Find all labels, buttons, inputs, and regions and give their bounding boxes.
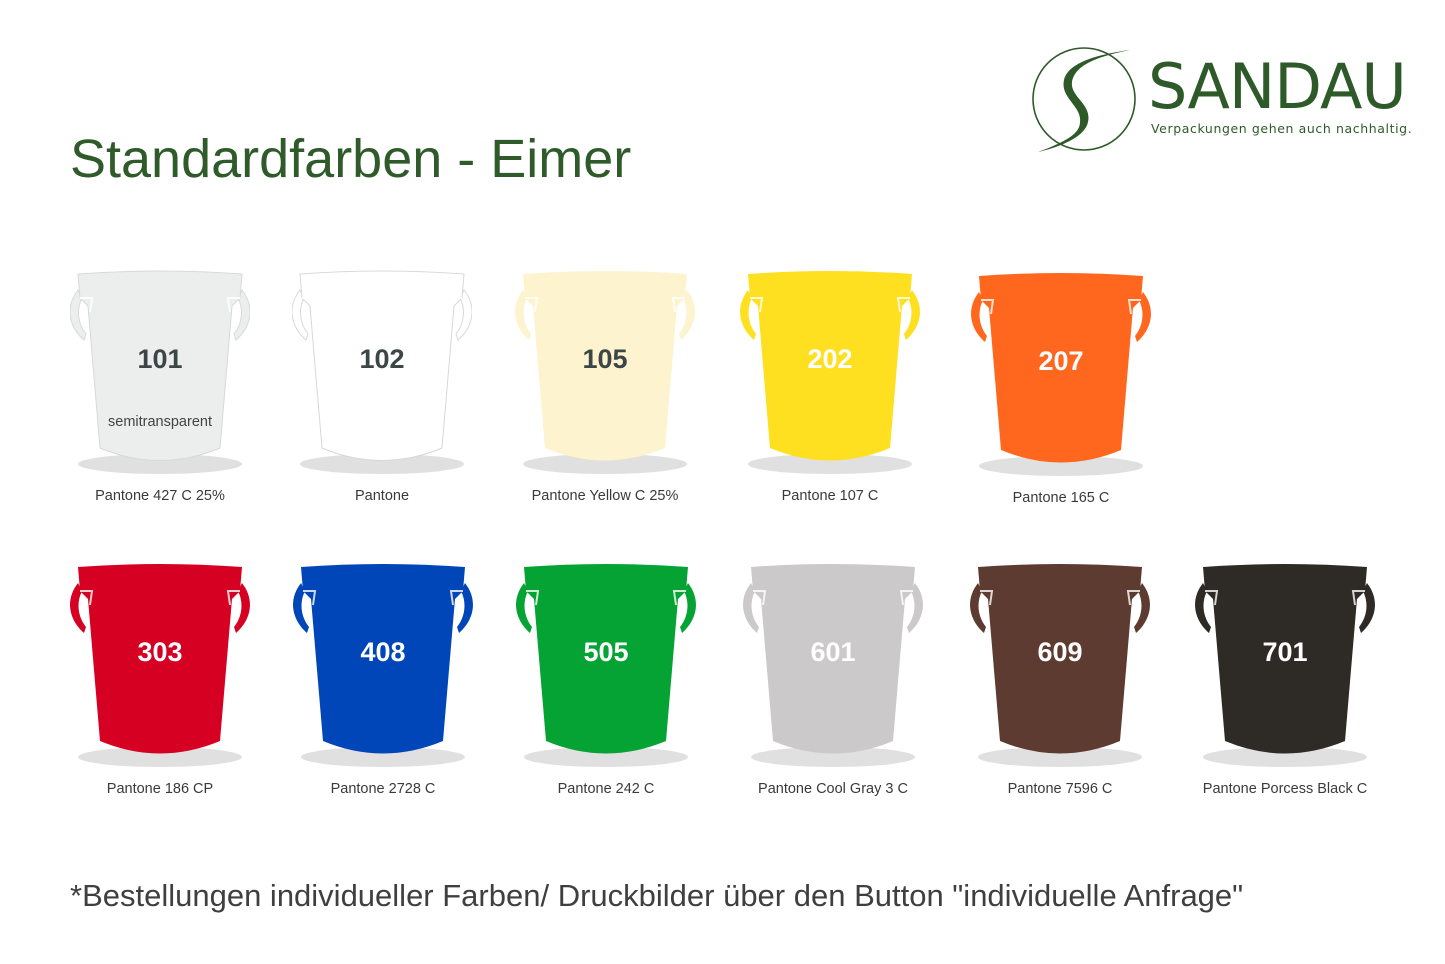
bucket-609: 609 Pantone 7596 C xyxy=(970,561,1160,811)
pantone-label: Pantone 242 C xyxy=(557,781,655,797)
bucket-shadow xyxy=(78,747,242,767)
bucket-408: 408 Pantone 2728 C xyxy=(293,561,483,811)
handle-right xyxy=(234,583,250,633)
bucket-101: 101 semitransparent Pantone 427 C 25% xyxy=(70,268,260,518)
bucket-701: 701 Pantone Porcess Black C xyxy=(1195,561,1385,811)
handle-right xyxy=(904,290,920,340)
bucket-icon xyxy=(971,273,1151,476)
bucket-202: 202 Pantone 107 C xyxy=(740,268,930,518)
handle-left xyxy=(1195,583,1211,633)
pantone-label: Pantone 165 C xyxy=(1012,490,1110,506)
handle-left xyxy=(516,583,532,633)
color-code: 105 xyxy=(582,344,628,374)
bucket-505: 505 Pantone 242 C xyxy=(516,561,706,811)
bucket-icon xyxy=(516,564,696,767)
pantone-label: Pantone xyxy=(354,488,410,504)
bucket-body xyxy=(301,564,465,754)
bucket-body xyxy=(299,270,465,461)
handle-left xyxy=(70,289,87,341)
handle-left xyxy=(743,583,759,633)
bucket-icon xyxy=(743,564,923,767)
color-code: 408 xyxy=(360,637,406,667)
footer-note: *Bestellungen individueller Farben/ Druc… xyxy=(70,878,1244,913)
bucket-icon xyxy=(1195,564,1375,767)
bucket-icon xyxy=(70,270,250,474)
handle-left xyxy=(971,292,987,342)
pantone-label: Pantone 7596 C xyxy=(1007,781,1113,797)
page-title: Standardfarben - Eimer xyxy=(70,129,632,189)
color-code: 609 xyxy=(1037,637,1083,667)
bucket-body xyxy=(748,271,912,461)
bucket-icon xyxy=(292,270,472,474)
bucket-601: 601 Pantone Cool Gray 3 C xyxy=(743,561,933,811)
bucket-shadow xyxy=(78,454,242,474)
pantone-label: Pantone 2728 C xyxy=(330,781,436,797)
pantone-label: Pantone Porcess Black C xyxy=(1202,781,1368,797)
bucket-102: 102 Pantone xyxy=(292,268,482,518)
pantone-label: Pantone Cool Gray 3 C xyxy=(758,781,908,797)
handle-right xyxy=(1135,292,1151,342)
bucket-body xyxy=(978,564,1142,754)
color-note: semitransparent xyxy=(108,414,212,430)
bucket-icon xyxy=(740,271,920,474)
bucket-303: 303 Pantone 186 CP xyxy=(70,561,260,811)
pantone-label: Pantone Yellow C 25% xyxy=(531,488,679,504)
color-code: 701 xyxy=(1262,637,1308,667)
bucket-shadow xyxy=(748,454,912,474)
color-code: 207 xyxy=(1038,346,1084,376)
bucket-body xyxy=(979,273,1143,463)
bucket-body xyxy=(523,271,687,461)
handle-left xyxy=(70,583,86,633)
bucket-105: 105 Pantone Yellow C 25% xyxy=(515,268,705,518)
sandau-logo: SANDAU Verpackungen gehen auch nachhalti… xyxy=(1030,42,1420,157)
bucket-shadow xyxy=(524,747,688,767)
handle-left xyxy=(970,583,986,633)
handle-left xyxy=(293,583,309,633)
bucket-shadow xyxy=(300,454,464,474)
bucket-icon xyxy=(970,564,1150,767)
logo-name: SANDAU xyxy=(1148,50,1407,123)
handle-right xyxy=(1359,583,1375,633)
bucket-icon xyxy=(293,564,473,767)
color-code: 101 xyxy=(137,344,183,374)
logo-swoosh-icon xyxy=(1032,47,1136,152)
handle-right xyxy=(679,290,695,340)
handle-right xyxy=(455,289,472,341)
bucket-shadow xyxy=(979,456,1143,476)
bucket-body xyxy=(524,564,688,754)
handle-right xyxy=(680,583,696,633)
bucket-icon xyxy=(515,271,695,474)
color-code: 505 xyxy=(583,637,629,667)
handle-right xyxy=(457,583,473,633)
bucket-shadow xyxy=(978,747,1142,767)
bucket-shadow xyxy=(751,747,915,767)
bucket-body xyxy=(751,564,915,754)
bucket-207: 207 Pantone 165 C xyxy=(971,270,1161,520)
bucket-shadow xyxy=(301,747,465,767)
color-code: 202 xyxy=(807,344,853,374)
bucket-body xyxy=(78,564,242,754)
pantone-label: Pantone 107 C xyxy=(781,488,879,504)
logo-tagline: Verpackungen gehen auch nachhaltig. xyxy=(1151,121,1413,136)
bucket-body xyxy=(77,270,243,461)
bucket-body xyxy=(1203,564,1367,754)
bucket-shadow xyxy=(1203,747,1367,767)
color-code: 601 xyxy=(810,637,856,667)
color-code: 102 xyxy=(359,344,405,374)
handle-right xyxy=(1134,583,1150,633)
handle-left xyxy=(740,290,756,340)
pantone-label: Pantone 427 C 25% xyxy=(95,488,225,504)
handle-left xyxy=(292,289,309,341)
handle-right xyxy=(907,583,923,633)
color-code: 303 xyxy=(137,637,183,667)
bucket-icon xyxy=(70,564,250,767)
pantone-label: Pantone 186 CP xyxy=(106,781,214,797)
bucket-shadow xyxy=(523,454,687,474)
handle-left xyxy=(515,290,531,340)
handle-right xyxy=(233,289,250,341)
